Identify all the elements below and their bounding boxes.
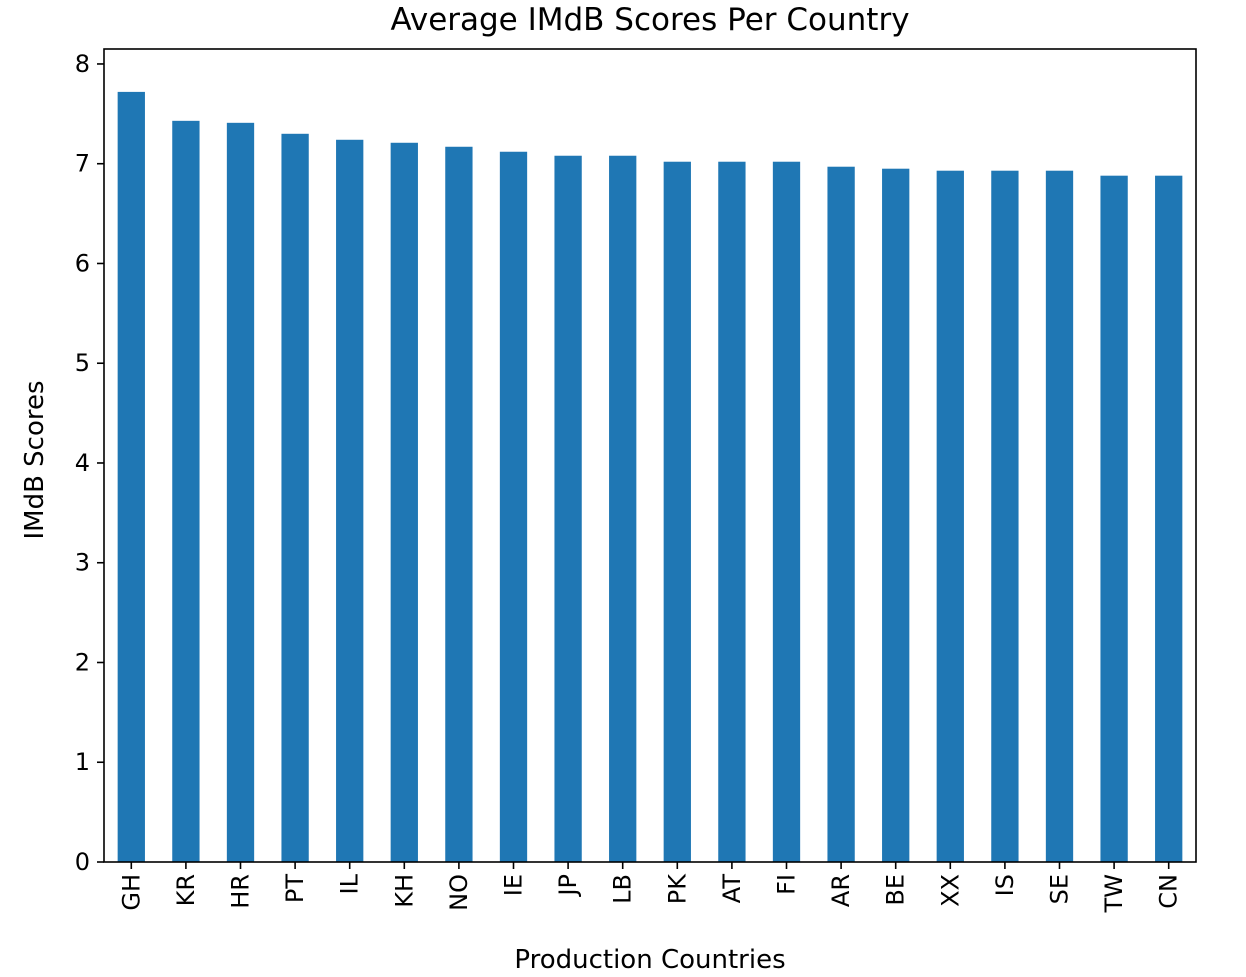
bar-se bbox=[1045, 170, 1074, 862]
x-tick-label: FI bbox=[773, 874, 801, 895]
y-tick-label: 7 bbox=[75, 150, 90, 178]
bar-is bbox=[991, 170, 1019, 862]
bar-ie bbox=[499, 151, 528, 862]
bar-tw bbox=[1100, 175, 1128, 862]
bar-cn bbox=[1155, 175, 1183, 862]
bar-kh bbox=[390, 142, 418, 863]
bar-ar bbox=[827, 166, 855, 862]
bar-jp bbox=[554, 155, 582, 862]
y-axis-label: IMdB Scores bbox=[20, 380, 50, 539]
bar-fi bbox=[772, 161, 801, 862]
bar-hr bbox=[226, 122, 255, 862]
x-tick-label: IE bbox=[500, 874, 528, 896]
y-tick-label: 0 bbox=[75, 848, 90, 876]
x-axis-label: Production Countries bbox=[514, 945, 785, 975]
x-tick-label: KR bbox=[172, 874, 200, 906]
x-tick-label: KH bbox=[390, 874, 418, 908]
x-tick-label: TW bbox=[1100, 874, 1128, 913]
chart-title: Average IMdB Scores Per Country bbox=[390, 2, 909, 38]
y-tick-label: 6 bbox=[75, 249, 90, 277]
x-tick-label: PT bbox=[281, 874, 309, 903]
bar-no bbox=[445, 146, 473, 862]
y-tick-label: 1 bbox=[75, 748, 90, 776]
x-axis-ticks: GH KR HR PT IL KH NO IE JP LB PK AT FI AR BE XX IS SE TW CN bbox=[117, 862, 1183, 913]
plot-area-frame bbox=[103, 48, 1197, 863]
bar-il bbox=[336, 139, 364, 863]
x-tick-label: JP bbox=[554, 874, 582, 898]
x-tick-label: NO bbox=[445, 874, 473, 911]
y-tick-label: 3 bbox=[75, 549, 90, 577]
x-tick-label: BE bbox=[882, 874, 910, 906]
x-tick-label: SE bbox=[1046, 874, 1074, 904]
bar-pt bbox=[281, 133, 309, 863]
x-tick-label: LB bbox=[609, 874, 637, 904]
bars-group bbox=[117, 91, 1183, 863]
x-tick-label: AR bbox=[827, 874, 855, 907]
bar-pk bbox=[663, 161, 691, 862]
y-tick-label: 5 bbox=[75, 349, 90, 377]
x-tick-label: XX bbox=[936, 874, 964, 907]
bar-be bbox=[882, 168, 910, 863]
x-tick-label: HR bbox=[227, 874, 255, 909]
bar-xx bbox=[936, 170, 964, 862]
bar-lb bbox=[609, 155, 637, 862]
x-tick-label: IL bbox=[336, 873, 364, 894]
x-tick-label: PK bbox=[663, 873, 691, 904]
x-tick-label: IS bbox=[991, 874, 1019, 896]
y-tick-label: 4 bbox=[75, 449, 90, 477]
bar-at bbox=[718, 161, 746, 862]
bar-kr bbox=[172, 120, 200, 863]
y-tick-label: 8 bbox=[75, 50, 90, 78]
y-tick-label: 2 bbox=[75, 648, 90, 676]
bar-gh bbox=[117, 91, 145, 863]
x-tick-label: GH bbox=[117, 874, 145, 911]
x-tick-label: AT bbox=[718, 874, 746, 904]
x-tick-label: CN bbox=[1155, 874, 1183, 909]
y-axis-ticks: 0 1 2 3 4 5 6 7 8 bbox=[75, 50, 104, 876]
